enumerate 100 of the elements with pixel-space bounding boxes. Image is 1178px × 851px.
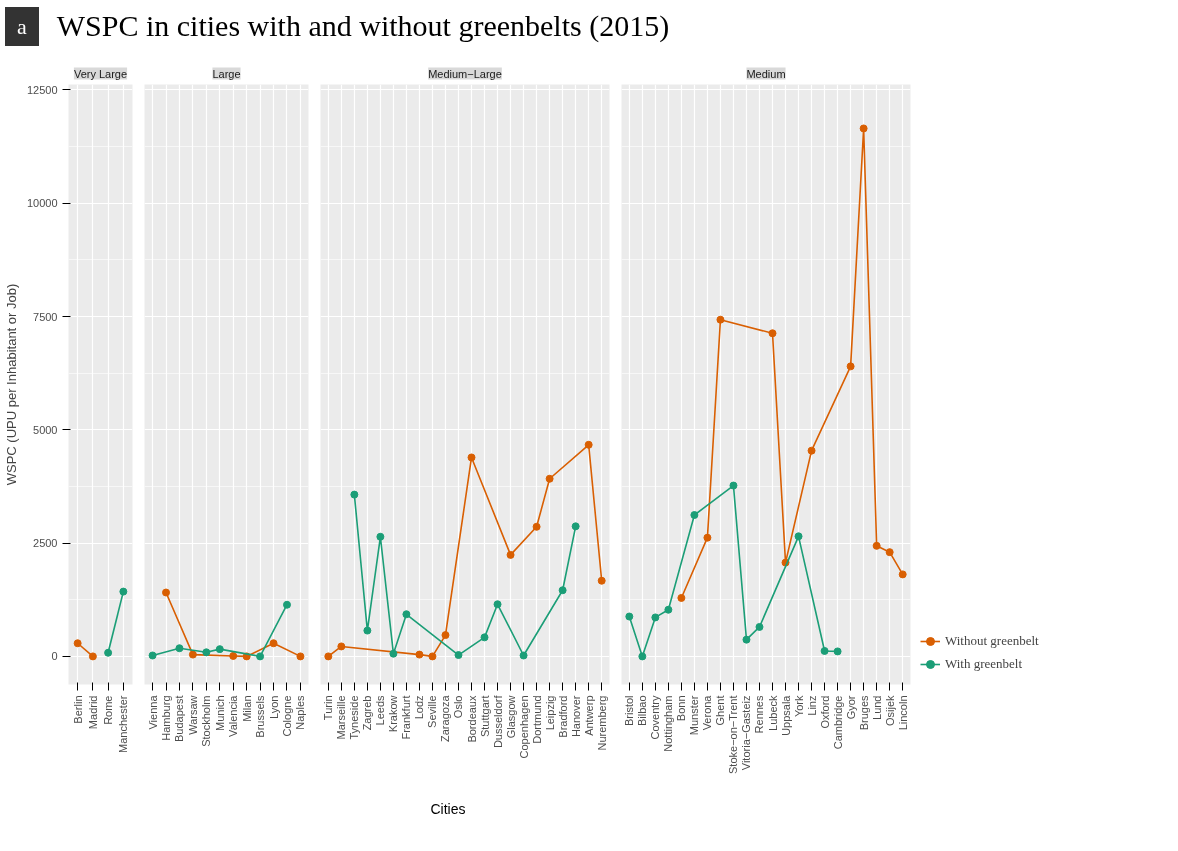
point [188,650,197,659]
point [493,600,502,609]
point [415,650,424,659]
point [454,651,463,660]
legend-label: Without greenbelt [945,633,1039,649]
x-tick-label: Leipzig [543,695,556,731]
point [703,533,712,542]
point [729,481,738,490]
x-tick-label: Turin [322,695,335,721]
x-tick-label: Bristol [623,695,636,727]
point [755,622,764,631]
y-tick-label: 5000 [33,423,58,436]
point [584,440,593,449]
x-tick-label: Bordeaux [465,695,478,743]
point [532,522,541,531]
point [282,600,291,609]
x-tick-label: Antwerp [582,695,595,736]
chart-subtitle: Medium−Large [428,67,502,80]
point [885,548,894,557]
x-tick-label: Munich [213,695,226,731]
point [467,453,476,462]
x-tick-label: Rome [102,695,115,725]
x-tick-label: Krakow [387,695,400,733]
point [846,362,855,371]
x-tick-label: Oxford [818,695,831,729]
point [558,586,567,595]
y-tick-label: 2500 [33,537,58,550]
point [794,532,803,541]
text: a [5,6,39,47]
x-tick-label: Dusseldorf [491,694,504,749]
x-tick-label: Vitoria−Gasteiz [740,695,753,771]
x-tick-label: Bradford [556,695,569,738]
point [651,613,660,622]
point [229,651,238,660]
x-tick-label: Milan [240,695,253,722]
point [664,605,673,614]
point [690,511,699,520]
point [324,652,333,661]
chart-subtitle: Medium [746,67,786,80]
x-tick-label: Berlin [71,695,84,724]
chart-subtitle: Very Large [73,67,128,80]
legend-label: With greenbelt [945,656,1023,672]
x-tick-label: York [792,695,805,718]
chart-subtitle: Large [212,67,241,80]
x-tick-label: Gyor [844,695,857,720]
x-tick-label: Zaragoza [439,694,452,742]
x-tick-label: Lund [870,695,883,720]
point [898,570,907,579]
y-tick-label: 0 [51,650,58,663]
y-axis-title: WSPC (UPU per Inhabitant or Job) [3,283,19,486]
point [506,550,515,559]
point [269,639,278,648]
point [376,532,385,541]
x-tick-label: Linz [805,695,818,716]
point [350,490,359,499]
point [428,652,437,661]
point [88,652,97,661]
point [519,651,528,660]
point [716,315,725,324]
point [215,645,224,654]
point [545,474,554,483]
x-tick-label: Nuremberg [595,695,608,751]
point [638,652,647,661]
x-tick-label: Cambridge [831,695,844,750]
point [202,648,211,657]
point [402,610,411,619]
x-tick-label: Zagreb [361,695,374,731]
x-tick-label: Rennes [753,695,766,734]
point [256,652,265,661]
x-tick-label: Verona [701,694,714,731]
x-tick-label: Osijek [883,695,896,727]
x-tick-label: Nottingham [662,695,675,752]
x-tick-label: Glasgow [504,695,517,739]
x-tick-label: Munster [688,695,701,736]
point [833,647,842,656]
point [597,576,606,585]
point [571,522,580,531]
x-tick-label: Madrid [86,695,99,730]
point [363,626,372,635]
x-tick-label: Leeds [374,695,387,726]
x-tick-label: Bilbao [636,695,649,727]
point [104,648,113,657]
x-tick-label: Stoke−on−Trent [727,695,740,774]
point [859,124,868,133]
x-tick-label: Lyon [267,695,280,719]
point [148,651,157,660]
x-tick-label: Lubeck [766,695,779,731]
x-tick-label: Naples [294,695,307,730]
x-tick-label: Stuttgart [478,695,491,738]
point [807,446,816,455]
x-tick-label: Marseille [335,695,348,740]
point [820,646,829,655]
point [768,329,777,338]
point [337,642,346,651]
x-tick-label: Bonn [675,695,688,722]
text: WSPC in cities with and without greenbelts (2015) [56,8,670,44]
x-tick-label: Tyneside [348,695,361,740]
point [162,588,171,597]
x-tick-label: Seville [426,695,439,728]
x-tick-label: Bruges [857,695,870,731]
